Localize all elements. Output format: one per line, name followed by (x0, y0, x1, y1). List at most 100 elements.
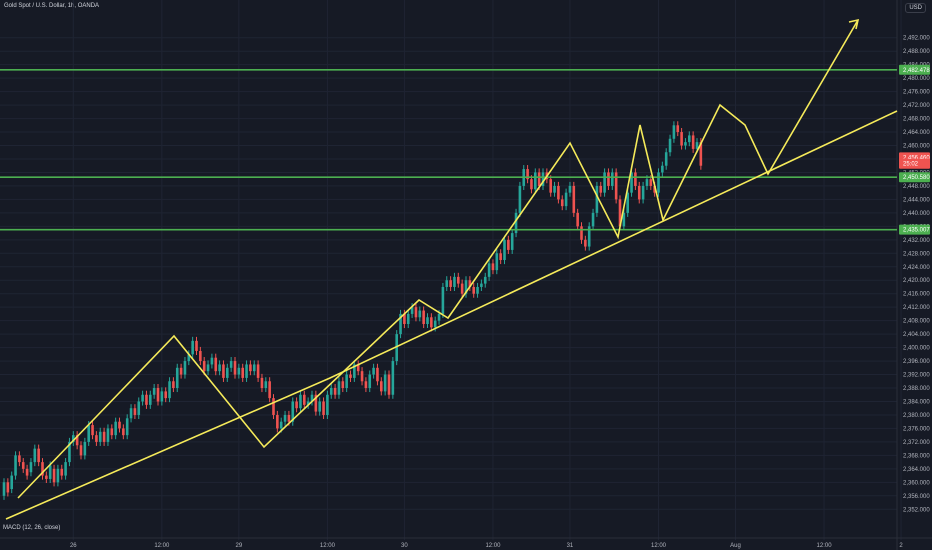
candle-body (310, 394, 314, 402)
y-tick-label: 2,424.000 (903, 265, 930, 271)
candle-body (41, 462, 44, 476)
candle-body (661, 165, 664, 173)
candle-body (256, 364, 260, 378)
candle-body (507, 239, 510, 250)
candle-body (445, 280, 449, 287)
candle-body (33, 448, 37, 463)
candle-body (322, 401, 325, 415)
x-tick-label: 2 (899, 543, 903, 549)
y-tick-label: 2,428.000 (903, 251, 930, 257)
candle-body (141, 394, 144, 402)
candle-body (125, 418, 129, 436)
candle-body (48, 465, 52, 479)
candle-body (595, 185, 599, 213)
candle-body (252, 364, 256, 372)
candle-body (233, 361, 237, 375)
candle-body (349, 374, 352, 378)
candle-body (526, 169, 529, 180)
candle-body (133, 408, 137, 415)
candle-body (291, 401, 295, 422)
candle-body (414, 307, 418, 318)
candle-body (495, 253, 499, 271)
candle-body (549, 179, 552, 193)
candle-body (118, 421, 121, 429)
candle-body (364, 381, 368, 389)
candle-body (368, 374, 372, 389)
candle-body (534, 172, 537, 190)
candle-body (95, 435, 98, 442)
candle-body (468, 280, 472, 287)
candle-body (68, 441, 71, 463)
candle-body (214, 357, 218, 372)
candle-body (52, 468, 56, 483)
candle-body (537, 172, 541, 186)
candle-body (110, 428, 114, 436)
y-tick-label: 2,488.000 (903, 49, 930, 55)
y-tick-label: 2,432.000 (903, 238, 930, 244)
candle-body (2, 482, 6, 496)
candle-body (102, 431, 106, 442)
currency-badge[interactable]: USD (905, 3, 926, 13)
candle-body (449, 280, 452, 287)
candle-body (152, 388, 156, 395)
candle-body (614, 172, 618, 200)
candle-body (326, 394, 329, 415)
candle-body (668, 138, 672, 153)
y-tick-label: 2,460.000 (903, 144, 930, 150)
candle-body (137, 401, 141, 415)
candle-body (314, 394, 318, 412)
candle-body (684, 142, 687, 146)
candle-body (376, 367, 379, 382)
candle-body (641, 185, 645, 200)
candle-body (403, 313, 406, 325)
candle-body (199, 350, 202, 362)
candle-body (187, 354, 191, 362)
y-tick-label: 2,412.000 (903, 305, 930, 311)
candle-body (599, 185, 603, 193)
candle-body (603, 172, 606, 193)
candle-body (21, 462, 25, 469)
candle-body (160, 391, 164, 402)
candle-body (472, 286, 475, 294)
candle-body (591, 212, 595, 227)
candle-body (29, 462, 33, 473)
price-tag-label: 2,456.460 (903, 155, 930, 161)
candle-body (480, 283, 483, 287)
y-tick-label: 2,448.000 (903, 184, 930, 190)
candle-body (149, 394, 152, 405)
candle-body (25, 468, 29, 476)
candle-body (460, 283, 464, 294)
candle-body (245, 364, 248, 378)
symbol-title: Gold Spot / U.S. Dollar, 1h, OANDA (4, 3, 100, 9)
candle-body (564, 192, 568, 207)
y-tick-label: 2,380.000 (903, 413, 930, 419)
y-tick-label: 2,372.000 (903, 440, 930, 446)
price-tag-timer (899, 158, 930, 169)
candle-body (45, 475, 48, 479)
price-tag-level (899, 172, 930, 183)
candle-body (337, 381, 341, 395)
candle-body (560, 199, 564, 207)
candle-body (179, 367, 183, 375)
candle-body (64, 462, 67, 476)
candle-body (172, 381, 175, 389)
y-tick-label: 2,464.000 (903, 130, 930, 136)
y-tick-label: 2,384.000 (903, 399, 930, 405)
candle-body (645, 179, 649, 186)
candle-body (260, 377, 264, 389)
candle-body (206, 364, 210, 372)
candle-body (202, 361, 206, 372)
candle-body (530, 179, 533, 190)
price-tag-label: 25:02 (903, 162, 919, 168)
x-tick-label: Aug (730, 543, 741, 549)
candle-body (399, 313, 402, 335)
candle-body (514, 212, 518, 234)
candle-body (191, 340, 194, 355)
candle-body (688, 135, 691, 143)
candle-body (287, 414, 291, 422)
candle-body (587, 226, 591, 247)
candle-body (175, 367, 179, 389)
candle-body (91, 425, 94, 436)
candle-body (145, 394, 148, 405)
